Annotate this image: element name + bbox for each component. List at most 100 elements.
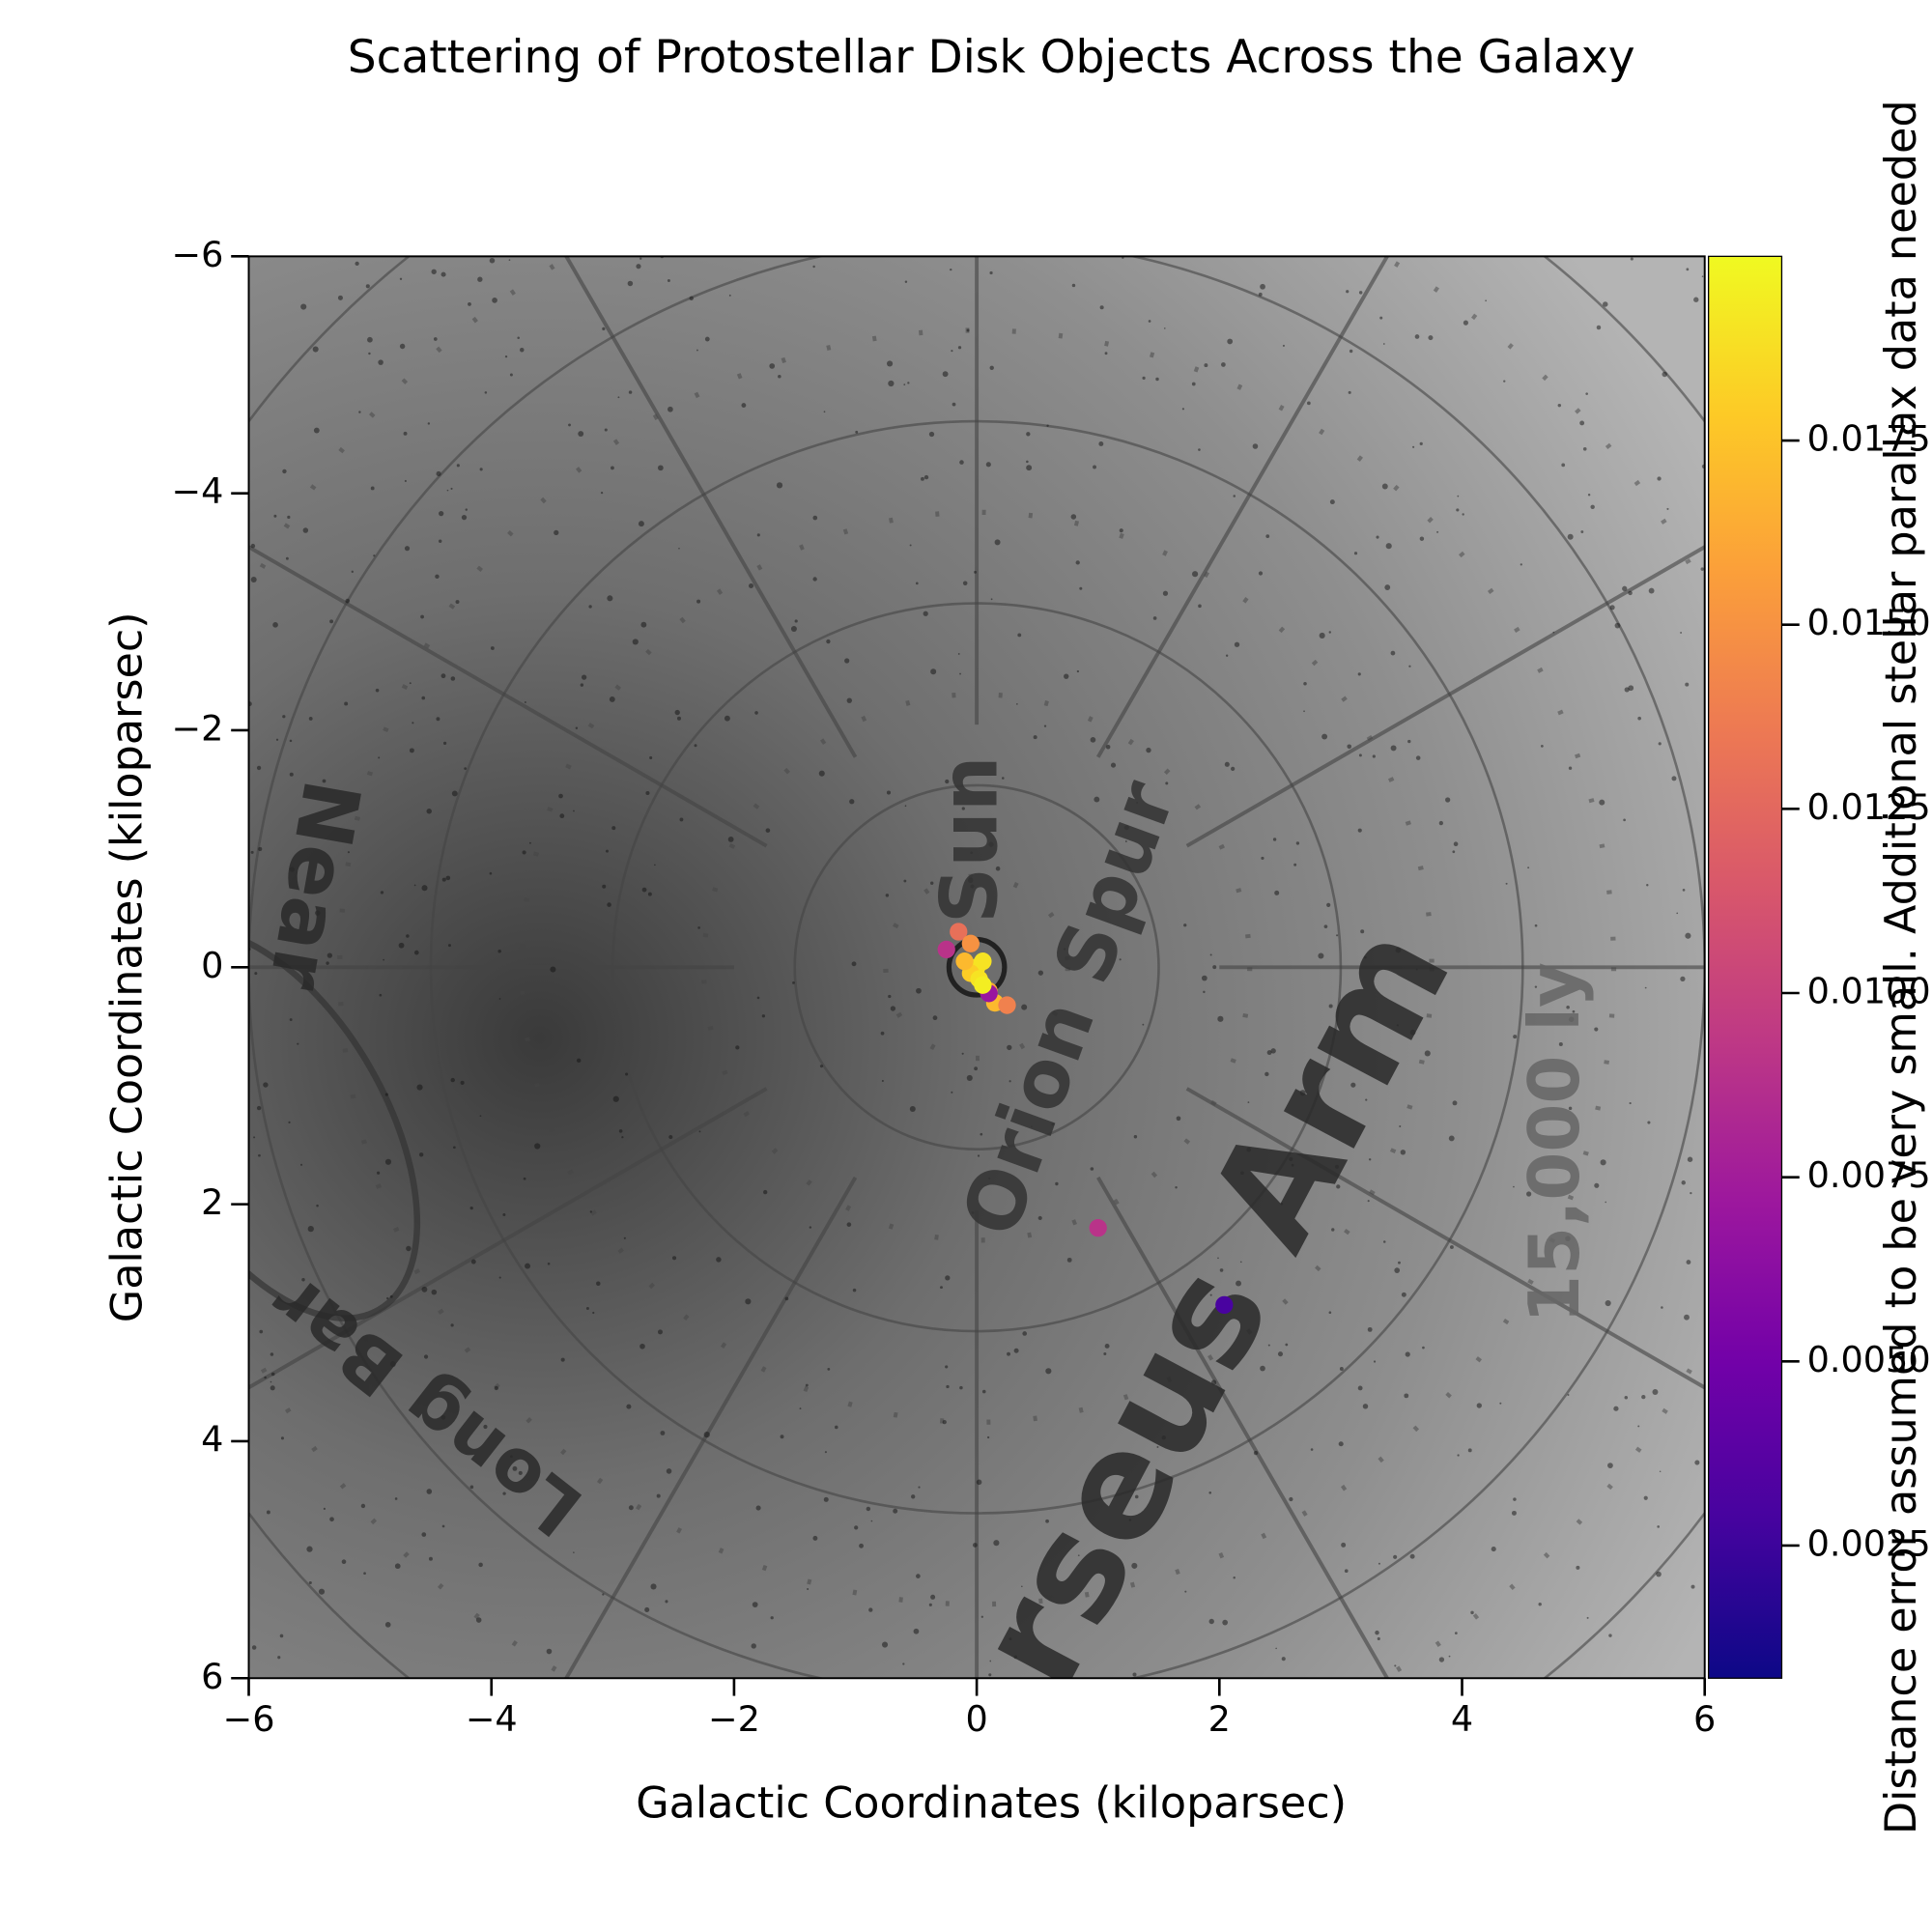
- star: [792, 980, 795, 984]
- star: [1037, 1215, 1042, 1221]
- star: [460, 1080, 465, 1085]
- star: [383, 958, 384, 961]
- star: [1002, 777, 1005, 780]
- star: [1568, 1016, 1575, 1023]
- scatter-point: [974, 976, 992, 994]
- star: [1513, 1035, 1518, 1039]
- star: [441, 1524, 445, 1528]
- star: [524, 701, 526, 703]
- star: [809, 1226, 812, 1229]
- star: [1586, 1616, 1589, 1619]
- star: [650, 1583, 657, 1590]
- star: [769, 363, 776, 369]
- star: [959, 672, 961, 675]
- star: [1007, 1044, 1012, 1051]
- star: [413, 884, 416, 887]
- star: [1415, 755, 1421, 760]
- star: [1318, 952, 1324, 959]
- star: [1110, 762, 1117, 768]
- colorbar-tick-label: 0.0150: [1807, 602, 1931, 643]
- star: [468, 302, 471, 306]
- star: [1587, 494, 1591, 497]
- star: [990, 598, 993, 601]
- star: [1124, 840, 1127, 842]
- star: [807, 1587, 810, 1591]
- star: [1105, 744, 1111, 750]
- star: [581, 674, 587, 680]
- star: [602, 1593, 605, 1596]
- star: [612, 1095, 619, 1102]
- star: [1064, 673, 1069, 679]
- scatter-point: [974, 952, 992, 971]
- star: [1365, 1098, 1368, 1101]
- star: [345, 598, 351, 604]
- star: [1233, 495, 1236, 497]
- star: [1033, 735, 1037, 740]
- star: [1007, 1351, 1010, 1356]
- star: [588, 605, 592, 609]
- star: [323, 1507, 326, 1510]
- star: [780, 1435, 784, 1439]
- galaxy-ring: [793, 783, 1160, 1151]
- star: [452, 1146, 456, 1150]
- star: [451, 790, 458, 797]
- star: [945, 779, 950, 784]
- star: [377, 1171, 381, 1175]
- star: [509, 373, 513, 377]
- star: [379, 993, 383, 997]
- star: [1396, 1024, 1399, 1027]
- star: [667, 279, 670, 283]
- star: [378, 359, 384, 365]
- star: [300, 303, 307, 310]
- star: [1390, 745, 1397, 752]
- star: [1582, 446, 1587, 451]
- galaxy-spoke: [563, 256, 858, 758]
- star: [886, 360, 894, 367]
- star: [301, 1278, 305, 1282]
- star: [389, 1361, 396, 1367]
- star: [1671, 776, 1677, 781]
- star: [1022, 1331, 1028, 1336]
- star: [1051, 1122, 1055, 1126]
- star: [1408, 665, 1411, 668]
- star: [297, 1042, 299, 1045]
- star: [735, 1045, 740, 1050]
- star: [1253, 1450, 1259, 1456]
- star: [1438, 820, 1443, 826]
- star: [1055, 1181, 1059, 1186]
- star: [421, 1532, 427, 1537]
- star: [1552, 631, 1555, 634]
- star: [1614, 622, 1621, 629]
- star: [602, 884, 607, 889]
- star: [1260, 1365, 1265, 1372]
- star: [1258, 571, 1264, 576]
- star: [995, 866, 1001, 871]
- star: [765, 828, 771, 833]
- star: [1454, 1632, 1458, 1634]
- star: [302, 527, 309, 533]
- star: [1181, 408, 1185, 411]
- star: [1046, 424, 1049, 427]
- star: [1407, 739, 1411, 744]
- star: [327, 952, 333, 958]
- star: [1209, 1293, 1212, 1296]
- star: [823, 1496, 829, 1502]
- colorbar-tick-label: 0.0100: [1807, 970, 1931, 1011]
- star: [639, 257, 642, 260]
- star: [440, 271, 446, 277]
- y-tick-label: 6: [201, 1656, 223, 1697]
- star: [1609, 605, 1615, 611]
- colorbar-label: Distance error assumed to be very small.…: [1877, 99, 1926, 1834]
- star: [799, 1407, 802, 1409]
- star: [1576, 1565, 1580, 1570]
- star: [1277, 1351, 1284, 1357]
- star: [1457, 1454, 1460, 1457]
- x-tick-label: 6: [1693, 1698, 1716, 1740]
- star: [604, 428, 608, 432]
- star: [1527, 867, 1530, 869]
- y-tick-label: 0: [201, 945, 223, 986]
- star: [1436, 530, 1439, 533]
- star: [464, 767, 468, 771]
- star: [1534, 985, 1538, 988]
- star: [1485, 299, 1487, 302]
